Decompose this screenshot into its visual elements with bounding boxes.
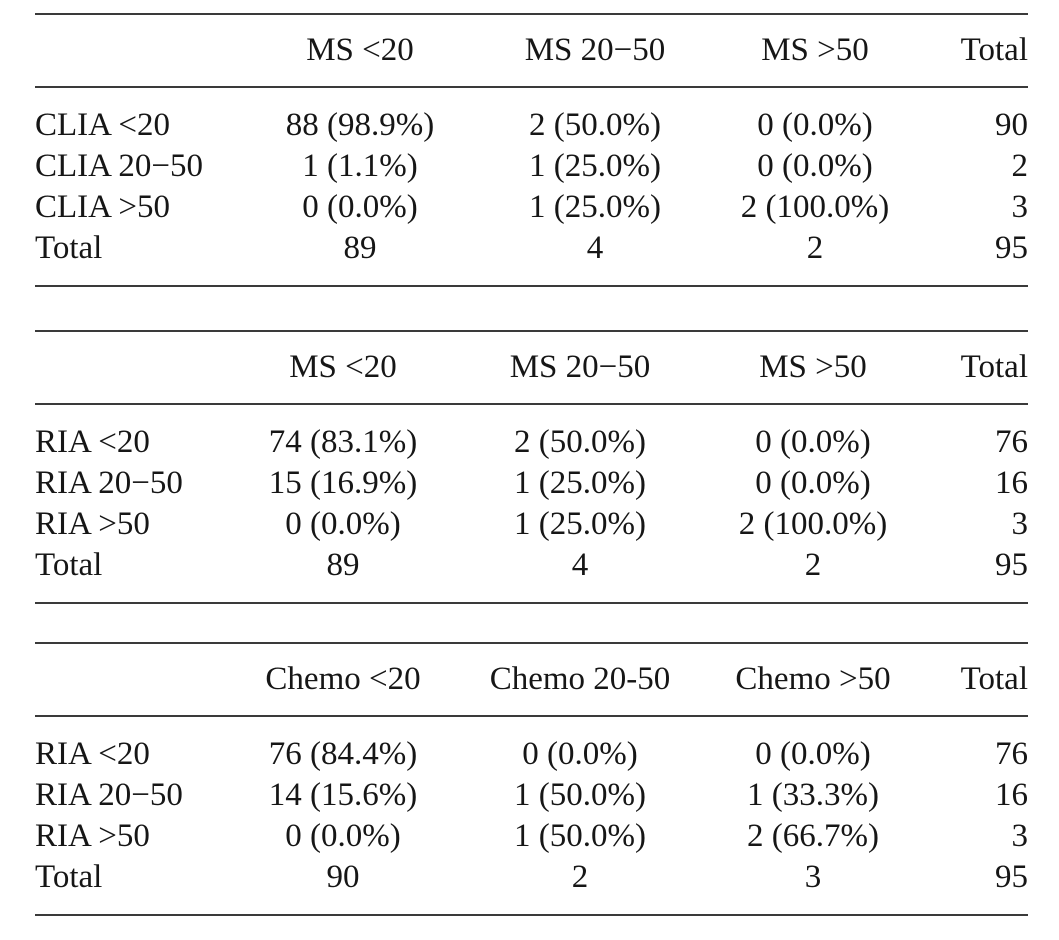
cell: 1 (25.0%): [514, 506, 646, 542]
header-row: Chemo <20 Chemo 20-50 Chemo >50 Total: [35, 643, 1028, 717]
table-row: RIA <20 76 (84.4%) 0 (0.0%) 0 (0.0%) 76: [35, 716, 1028, 775]
column-header: Chemo <20: [225, 643, 461, 717]
header-row: MS <20 MS 20−50 MS >50 Total: [35, 331, 1028, 405]
cell: 2 (50.0%): [514, 424, 646, 460]
row-label: RIA >50: [35, 506, 150, 542]
row-label: CLIA <20: [35, 107, 171, 143]
table-row: RIA 20−50 14 (15.6%) 1 (50.0%) 1 (33.3%)…: [35, 775, 1028, 816]
cell: 3: [1011, 506, 1029, 542]
cell: 1 (33.3%): [747, 777, 879, 813]
row-label: RIA 20−50: [35, 465, 183, 501]
cell: 76: [995, 736, 1028, 772]
row-label: CLIA 20−50: [35, 148, 204, 184]
cell: 0 (0.0%): [522, 736, 638, 772]
cell: 4: [586, 230, 604, 266]
cell: 2 (66.7%): [747, 818, 879, 854]
cell: 1 (50.0%): [514, 818, 646, 854]
cell: 95: [995, 859, 1028, 895]
cell: 3: [1011, 189, 1029, 225]
header-row: MS <20 MS 20−50 MS >50 Total: [35, 14, 1028, 88]
column-header: Chemo >50: [699, 643, 927, 717]
cell: 1 (25.0%): [514, 465, 646, 501]
table-ria-vs-ms: MS <20 MS 20−50 MS >50 Total RIA <20 74 …: [35, 330, 1028, 604]
table-row: CLIA <20 88 (98.9%) 2 (50.0%) 0 (0.0%) 9…: [35, 87, 1028, 146]
cell: 2: [804, 547, 822, 583]
total-row: Total 89 4 2 95: [35, 545, 1028, 603]
column-header: MS <20: [225, 331, 461, 405]
column-header-empty: [35, 14, 245, 88]
cell: 0 (0.0%): [757, 107, 873, 143]
cell: 95: [995, 230, 1028, 266]
row-label: CLIA >50: [35, 189, 171, 225]
cell: 0 (0.0%): [755, 736, 871, 772]
cell: 2 (100.0%): [740, 189, 890, 225]
cell: 1 (25.0%): [529, 189, 661, 225]
row-label: RIA <20: [35, 736, 150, 772]
cell: 0 (0.0%): [755, 465, 871, 501]
cell: 74 (83.1%): [268, 424, 418, 460]
cell: 0 (0.0%): [285, 818, 401, 854]
cell: 0 (0.0%): [755, 424, 871, 460]
column-header: Total: [915, 14, 1028, 88]
cell: 88 (98.9%): [285, 107, 435, 143]
table-clia-vs-ms: MS <20 MS 20−50 MS >50 Total CLIA <20 88…: [35, 13, 1028, 287]
cell: 76 (84.4%): [268, 736, 418, 772]
cell: 1 (1.1%): [302, 148, 418, 184]
column-header-empty: [35, 331, 225, 405]
cell: 76: [995, 424, 1028, 460]
table-row: RIA 20−50 15 (16.9%) 1 (25.0%) 0 (0.0%) …: [35, 463, 1028, 504]
column-header: Total: [927, 643, 1028, 717]
row-label: RIA 20−50: [35, 777, 183, 813]
cell: 2: [806, 230, 824, 266]
cell: 95: [995, 547, 1028, 583]
row-label: RIA <20: [35, 424, 150, 460]
table-row: RIA >50 0 (0.0%) 1 (25.0%) 2 (100.0%) 3: [35, 504, 1028, 545]
cell: 16: [995, 465, 1028, 501]
cell: 2 (50.0%): [529, 107, 661, 143]
column-header-empty: [35, 643, 225, 717]
cell: 90: [326, 859, 360, 895]
cell: 0 (0.0%): [285, 506, 401, 542]
total-row: Total 90 2 3 95: [35, 857, 1028, 915]
paper-figure-tables: MS <20 MS 20−50 MS >50 Total CLIA <20 88…: [35, 13, 1028, 916]
column-header: Total: [927, 331, 1028, 405]
cell: 0 (0.0%): [757, 148, 873, 184]
column-header: MS >50: [699, 331, 927, 405]
table-row: RIA >50 0 (0.0%) 1 (50.0%) 2 (66.7%) 3: [35, 816, 1028, 857]
cell: 89: [343, 230, 377, 266]
cell: 16: [995, 777, 1028, 813]
row-label: Total: [35, 230, 103, 266]
cell: 4: [571, 547, 589, 583]
cell: 2 (100.0%): [738, 506, 888, 542]
cell: 1 (25.0%): [529, 148, 661, 184]
table-ria-vs-chemo: Chemo <20 Chemo 20-50 Chemo >50 Total RI…: [35, 642, 1028, 916]
row-label: RIA >50: [35, 818, 150, 854]
cell: 3: [1011, 818, 1029, 854]
column-header: MS 20−50: [475, 14, 715, 88]
column-header: MS >50: [715, 14, 915, 88]
cell: 14 (15.6%): [268, 777, 418, 813]
cell: 15 (16.9%): [268, 465, 418, 501]
table-row: CLIA 20−50 1 (1.1%) 1 (25.0%) 0 (0.0%) 2: [35, 146, 1028, 187]
cell: 90: [995, 107, 1028, 143]
row-label: Total: [35, 547, 103, 583]
cell: 2: [571, 859, 589, 895]
total-row: Total 89 4 2 95: [35, 228, 1028, 286]
column-header: MS <20: [245, 14, 475, 88]
table-row: CLIA >50 0 (0.0%) 1 (25.0%) 2 (100.0%) 3: [35, 187, 1028, 228]
cell: 89: [326, 547, 360, 583]
cell: 0 (0.0%): [302, 189, 418, 225]
column-header: MS 20−50: [461, 331, 699, 405]
cell: 3: [804, 859, 822, 895]
table-row: RIA <20 74 (83.1%) 2 (50.0%) 0 (0.0%) 76: [35, 404, 1028, 463]
row-label: Total: [35, 859, 103, 895]
cell: 2: [1011, 148, 1029, 184]
cell: 1 (50.0%): [514, 777, 646, 813]
column-header: Chemo 20-50: [461, 643, 699, 717]
